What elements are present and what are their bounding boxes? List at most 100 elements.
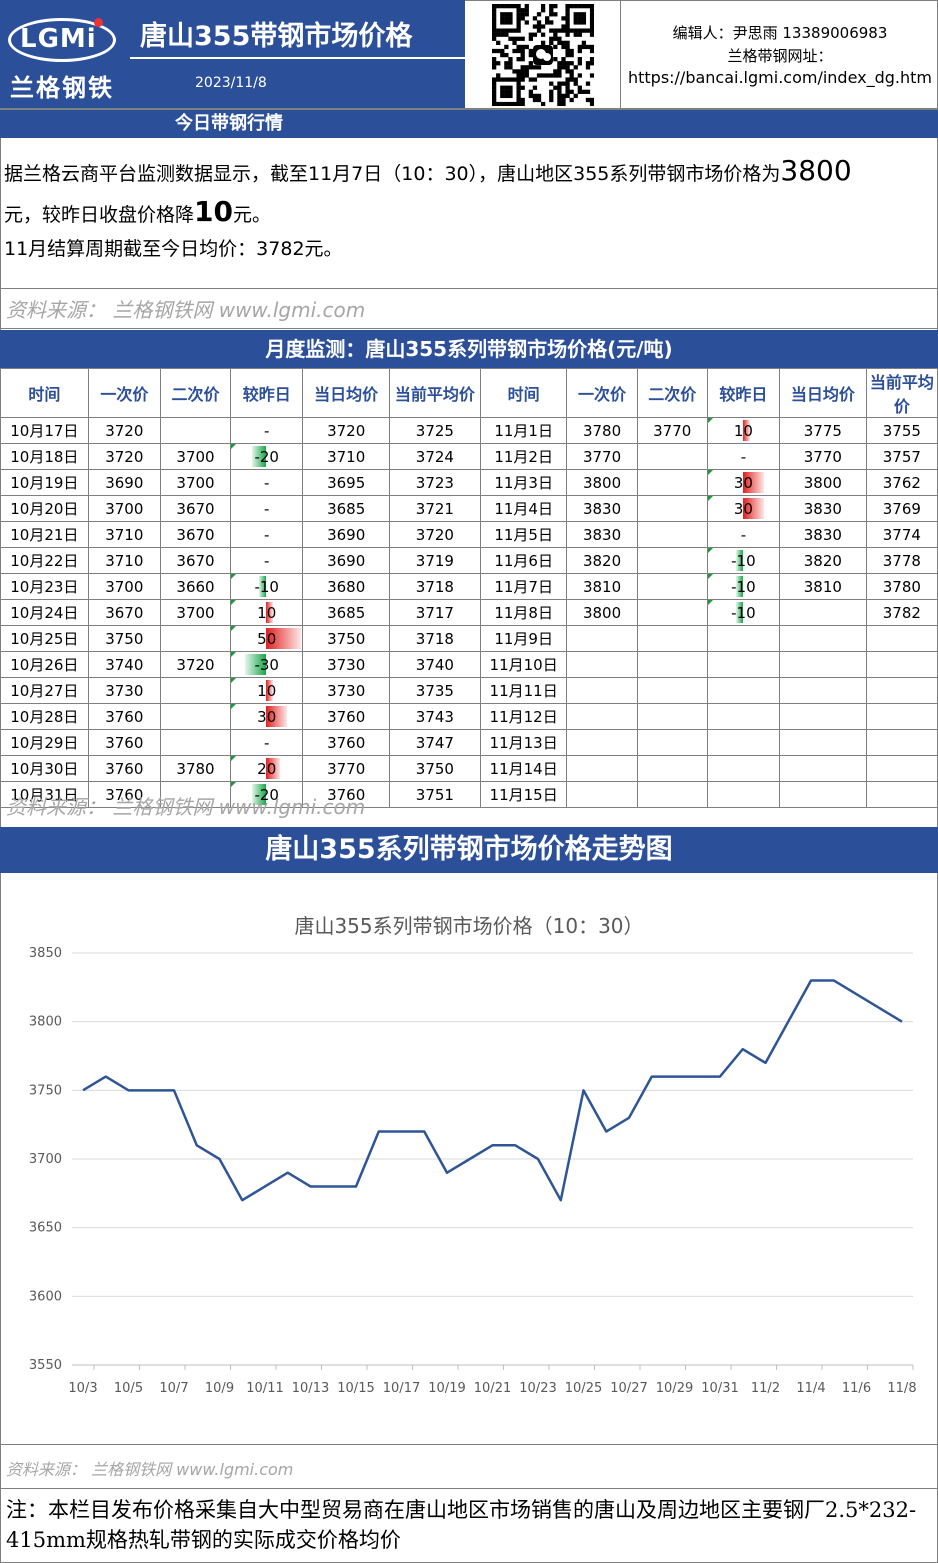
price-cell — [636, 547, 708, 574]
summary-price: 3800 — [780, 154, 852, 187]
price-cell: 3660 — [159, 573, 232, 600]
change-value: 30 — [257, 707, 277, 726]
price-cell: 3680 — [302, 573, 390, 600]
date-cell: 11月2日 — [479, 443, 568, 470]
date-cell: 10月22日 — [0, 547, 89, 574]
today-bar: 今日带钢行情 — [0, 110, 938, 138]
today-bar-title: 今日带钢行情 — [175, 113, 283, 134]
date-cell: 10月19日 — [0, 469, 89, 496]
date-cell: 10月25日 — [0, 625, 89, 652]
lgmi-logo: LGMi 兰格钢铁 — [6, 12, 118, 102]
price-cell: 3770 — [636, 417, 708, 444]
decrease-databar — [252, 446, 267, 467]
header-divider — [0, 108, 938, 110]
divider — [0, 1444, 938, 1445]
price-cell: 3757 — [865, 443, 938, 470]
date-cell: 11月10日 — [479, 651, 568, 678]
today-summary: 据兰格云商平台监测数据显示，截至11月7日（10：30），唐山地区355系列带钢… — [4, 152, 932, 264]
date-cell: 11月8日 — [479, 599, 568, 626]
price-cell: 3685 — [302, 495, 390, 522]
price-cell — [159, 729, 232, 756]
price-cell — [865, 729, 938, 756]
date-cell: 11月9日 — [479, 625, 568, 652]
x-tick-label: 10/7 — [159, 1381, 188, 1396]
x-tick-label: 10/17 — [383, 1381, 420, 1396]
price-cell — [865, 651, 938, 678]
summary-change: 10 — [194, 195, 233, 228]
change-value: - — [264, 473, 270, 492]
column-header: 时间 — [0, 368, 89, 418]
increase-databar — [266, 602, 274, 623]
source-note-3: 资料来源： 兰格钢铁网 www.lgmi.com — [6, 1460, 294, 1479]
change-value: 30 — [733, 473, 753, 492]
price-cell: 3760 — [302, 729, 390, 756]
header-banner: LGMi 兰格钢铁 唐山355带钢市场价格 2023/11/8 — [0, 0, 465, 110]
x-tick-label: 10/11 — [246, 1381, 283, 1396]
price-cell: 3774 — [865, 521, 938, 548]
price-cell — [636, 521, 708, 548]
price-cell — [159, 781, 232, 808]
y-tick-label: 3650 — [29, 1221, 62, 1236]
table-row: 10月20日 3700 3670-3685 3721 11月4日 3830 30 3830 37… — [0, 495, 938, 522]
price-cell: 3760 — [87, 729, 161, 756]
price-cell: 3820 — [779, 547, 867, 574]
x-tick-label: 10/25 — [565, 1381, 602, 1396]
cell-marker-icon — [708, 418, 713, 423]
price-cell — [865, 625, 938, 652]
x-tick-label: 11/2 — [751, 1381, 780, 1396]
price-cell: 3710 — [302, 443, 390, 470]
change-cell: - — [230, 729, 304, 756]
summary-line2-b: 元。 — [232, 204, 271, 226]
date-cell: 10月20日 — [0, 495, 89, 522]
price-cell: 3810 — [779, 573, 867, 600]
price-cell: 3700 — [159, 469, 232, 496]
y-tick-label: 3550 — [29, 1358, 62, 1373]
price-cell: 3770 — [779, 443, 867, 470]
price-cell — [636, 677, 708, 704]
price-cell: 3770 — [566, 443, 638, 470]
date-cell: 11月3日 — [479, 469, 568, 496]
price-cell: 3760 — [302, 781, 390, 808]
change-value: - — [264, 421, 270, 440]
price-cell: 3721 — [389, 495, 481, 522]
price-cell: 3760 — [87, 755, 161, 782]
y-tick-label: 3850 — [29, 946, 62, 961]
table-row: 10月25日 3750 50 3750 3718 11月9日 — [0, 625, 938, 652]
price-cell — [779, 599, 867, 626]
table-row: 10月22日 3710 3670-3690 3719 11月6日 3820 -10 3820 3… — [0, 547, 938, 574]
price-cell: 3670 — [159, 547, 232, 574]
price-cell — [159, 625, 232, 652]
change-cell: - — [230, 469, 304, 496]
change-cell: - — [706, 521, 781, 548]
price-cell — [566, 781, 638, 808]
change-cell: 30 — [230, 703, 304, 730]
price-series-line — [82, 979, 903, 1202]
footnote: 注：本栏目发布价格采集自大中型贸易商在唐山地区市场销售的唐山及周边地区主要钢厂2… — [6, 1498, 917, 1552]
change-value: -10 — [731, 603, 756, 622]
price-cell — [159, 677, 232, 704]
price-cell: 3780 — [566, 417, 638, 444]
table-row: 10月23日 3700 3660 -10 3680 3718 11月7日 3810 -10 381… — [0, 573, 938, 600]
price-cell: 3750 — [302, 625, 390, 652]
change-value: -10 — [254, 577, 279, 596]
price-cell — [779, 781, 867, 808]
price-cell: 3724 — [389, 443, 481, 470]
price-cell — [636, 469, 708, 496]
y-tick-label: 3700 — [29, 1152, 62, 1167]
change-cell: 30 — [706, 469, 781, 496]
price-cell: 3775 — [779, 417, 867, 444]
price-cell — [865, 755, 938, 782]
price-cell: 3690 — [302, 521, 390, 548]
decrease-databar — [259, 576, 267, 597]
change-value: -20 — [254, 785, 279, 804]
site-url-link[interactable]: https://bancai.lgmi.com/index_dg.htm — [627, 68, 933, 87]
column-header: 二次价 — [159, 368, 232, 418]
column-header: 当日均价 — [779, 368, 867, 418]
table-row: 10月24日 3670 3700 10 3685 3717 11月8日 3800 -10 3782 — [0, 599, 938, 626]
cell-marker-icon — [708, 470, 713, 475]
date-cell: 11月4日 — [479, 495, 568, 522]
change-value: - — [740, 525, 747, 544]
decrease-databar — [735, 576, 743, 597]
change-value: - — [740, 447, 747, 466]
cell-marker-icon — [231, 704, 237, 709]
